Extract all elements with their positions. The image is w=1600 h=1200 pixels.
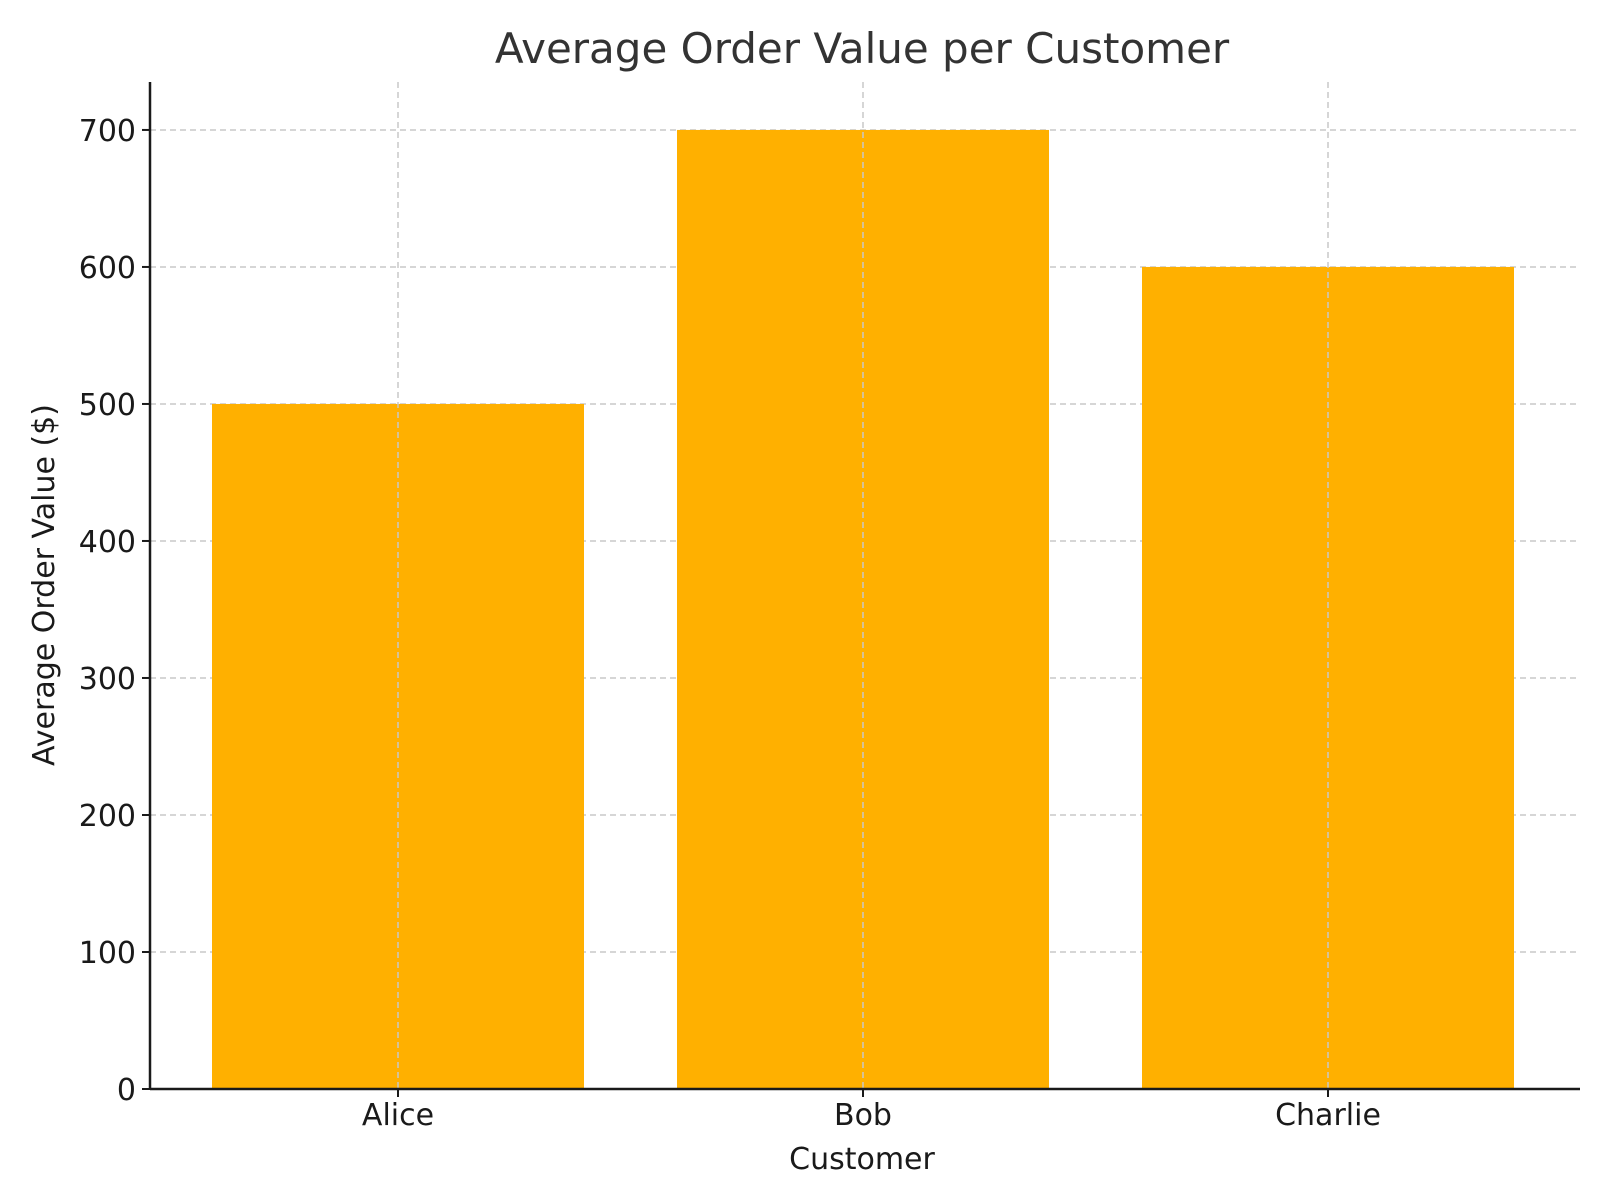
y-tick-label: 700	[79, 114, 136, 149]
y-tick-label: 100	[79, 936, 136, 971]
bar-bob	[677, 129, 1049, 1089]
y-tick-label: 500	[79, 388, 136, 423]
axes	[148, 82, 1580, 1091]
y-tick-label: 200	[79, 799, 136, 834]
chart-title: Average Order Value per Customer	[495, 24, 1230, 73]
x-axis-label: Customer	[789, 1142, 935, 1177]
y-tick-label: 0	[117, 1073, 136, 1108]
x-tick-label-alice: Alice	[362, 1098, 434, 1133]
x-tick-label-bob: Bob	[834, 1098, 892, 1133]
y-tick-label: 300	[79, 662, 136, 697]
y-tick-label: 400	[79, 525, 136, 560]
y-tick-label: 600	[79, 251, 136, 286]
x-ticks: Alice Bob Charlie	[362, 1089, 1381, 1133]
y-axis-label: Average Order Value ($)	[27, 404, 62, 766]
x-tick-label-charlie: Charlie	[1275, 1098, 1381, 1133]
bars	[212, 82, 1514, 1090]
y-ticks: 0 100 200 300 400 500 600 700	[79, 114, 150, 1108]
